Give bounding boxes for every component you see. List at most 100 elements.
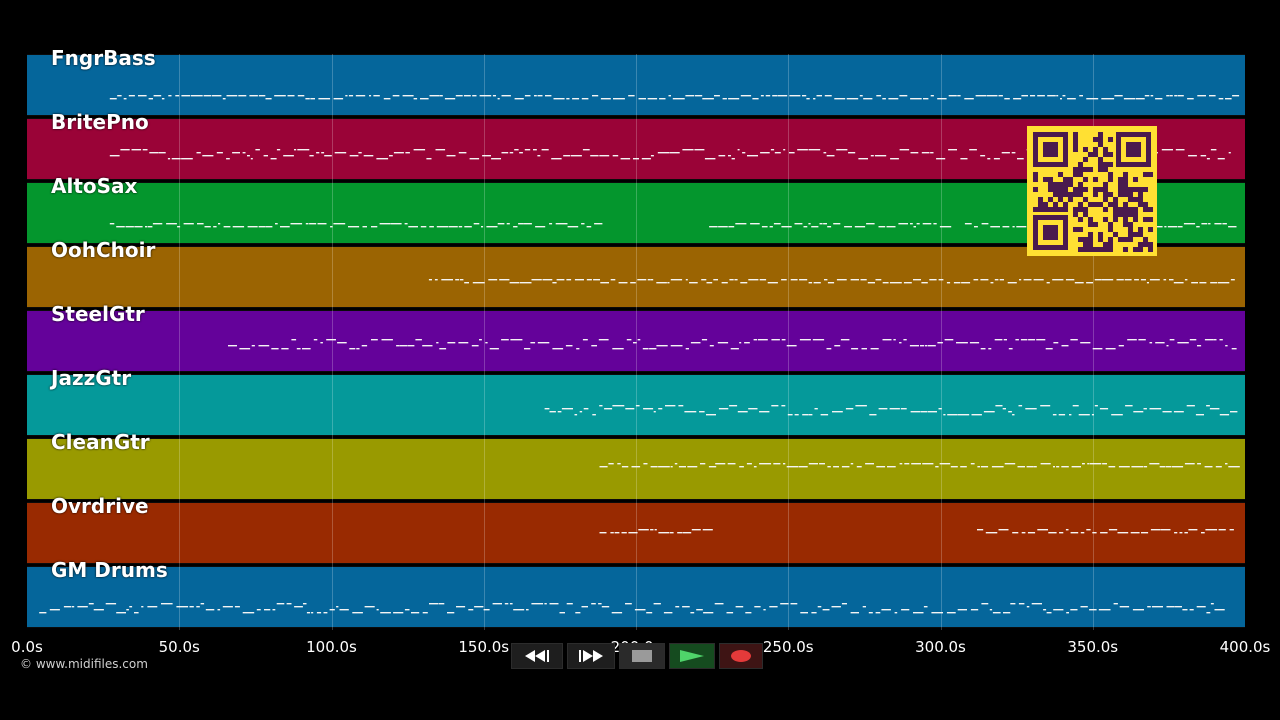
note [105,603,117,605]
note [910,411,921,413]
note [957,609,967,611]
note [844,226,852,228]
note [1019,279,1022,281]
note [1141,532,1149,534]
note [765,95,771,97]
play-button[interactable] [669,643,715,669]
note [882,98,886,100]
note [459,279,464,281]
note [1003,612,1011,614]
note [1230,411,1238,413]
note [601,606,610,608]
note [886,226,896,228]
note [305,223,309,225]
note [1144,95,1150,97]
note [265,98,272,100]
note [1072,405,1079,407]
note [735,606,744,608]
note [514,149,519,151]
note [247,226,258,228]
note [1130,532,1140,534]
note [1232,95,1240,97]
note [294,149,297,151]
note [1101,98,1109,100]
note [744,342,750,344]
note [1016,226,1027,228]
note [126,609,129,611]
note [256,609,261,611]
note [924,345,928,347]
fast-forward-button[interactable] [567,643,615,669]
tick-label: 100.0s [306,638,357,656]
track-label: AltoSax [51,174,138,198]
note [265,226,273,228]
note [491,158,501,160]
note [729,279,734,281]
note [1052,279,1064,281]
note [1225,463,1228,465]
note [998,529,1009,531]
note [1210,603,1214,605]
note [1160,529,1171,531]
note [1080,532,1085,534]
note [1184,532,1188,534]
note [590,155,599,157]
note [1149,342,1153,344]
note [1189,609,1194,611]
note [549,223,553,225]
note [737,149,740,151]
note [349,155,359,157]
note [714,603,724,605]
note [920,411,928,413]
note [559,612,565,614]
track-notes [544,405,1238,416]
track-cleangtr: CleanGtr [27,430,1245,500]
note [575,612,581,614]
note [1150,529,1161,531]
note [509,282,520,284]
note [899,342,902,344]
note [1026,466,1034,468]
note [658,532,670,534]
note [1071,466,1081,468]
note [283,155,294,157]
note [910,223,913,225]
note [567,226,579,228]
note [728,155,731,157]
note [827,226,832,228]
note [291,339,297,341]
rewind-button[interactable] [511,643,563,669]
note [740,282,748,284]
record-button[interactable] [719,643,763,669]
note [376,158,389,160]
note [667,282,670,284]
note [305,98,310,100]
note [1092,348,1103,350]
note [472,95,477,97]
note [863,98,873,100]
note [936,158,946,160]
note [393,612,404,614]
gridline [1092,54,1094,630]
note [748,279,759,281]
qr-code-icon[interactable] [1027,126,1157,256]
note [604,408,613,410]
note [1099,408,1109,410]
note [687,466,698,468]
note [734,279,738,281]
note [271,348,279,350]
note [1209,95,1216,97]
note [1037,529,1048,531]
note [833,466,839,468]
note [313,339,318,341]
note [239,348,251,350]
note [63,606,72,608]
note [389,155,393,157]
note [581,223,585,225]
stop-button[interactable] [619,643,665,669]
note [770,149,775,151]
note [142,149,148,151]
note [447,612,455,614]
note [608,463,614,465]
note [531,279,542,281]
